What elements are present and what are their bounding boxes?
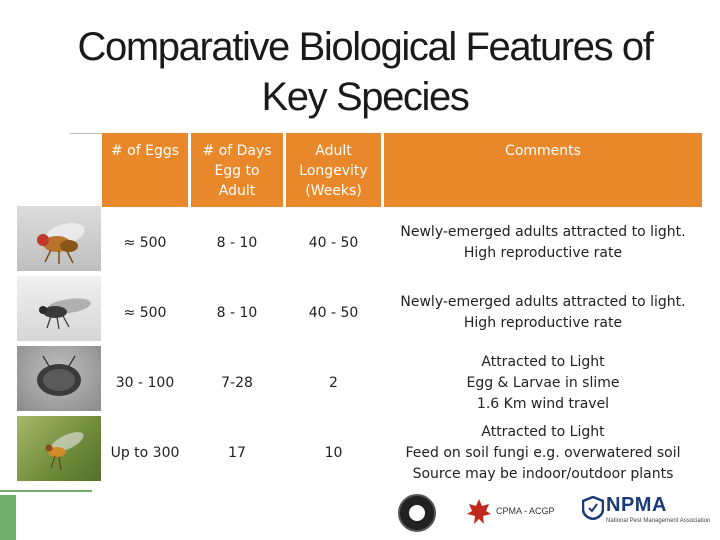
page-title: Comparative Biological Features of Key S… <box>20 22 710 122</box>
accent-line <box>0 490 92 492</box>
table-row: 30 - 100 7-28 2 Attracted to Light Egg &… <box>102 348 702 418</box>
comments-cell: Newly-emerged adults attracted to light.… <box>400 294 686 331</box>
fungus-gnat-photo <box>17 416 101 481</box>
npma-logo-subtitle: National Pest Management Association <box>606 518 711 524</box>
comments-cell: Attracted to Light Egg & Larvae in slime… <box>466 353 620 412</box>
accent-bar <box>0 495 16 540</box>
header-comments: Comments <box>384 133 702 207</box>
header-days: # of Days Egg to Adult <box>191 133 283 207</box>
table-row: Up to 300 17 10 Attracted to Light Feed … <box>102 418 702 488</box>
comments-cell: Newly-emerged adults attracted to light.… <box>400 224 686 261</box>
days-cell: 17 <box>228 444 246 461</box>
cpma-logo-text: CPMA - ACGP <box>496 506 555 516</box>
days-cell: 8 - 10 <box>216 304 258 321</box>
header-longevity: Adult Longevity (Weeks) <box>286 133 381 207</box>
header-eggs: # of Eggs <box>102 133 188 207</box>
moth-fly-photo <box>17 346 101 411</box>
title-line-1: Comparative Biological Features of <box>77 25 654 69</box>
fruit-fly-photo <box>17 206 101 271</box>
table-row: ≈ 500 8 - 10 40 - 50 Newly-emerged adult… <box>102 278 702 348</box>
days-cell: 7-28 <box>221 374 253 391</box>
days-cell: 8 - 10 <box>216 234 258 251</box>
longevity-cell: 40 - 50 <box>308 234 359 251</box>
seal-logo <box>398 494 436 532</box>
cpma-leaf-logo <box>466 498 492 526</box>
longevity-cell: 10 <box>324 444 343 461</box>
longevity-cell: 2 <box>329 374 338 391</box>
npma-logo-text: NPMA <box>606 494 667 516</box>
comments-cell: Attracted to Light Feed on soil fungi e.… <box>405 423 681 482</box>
npma-logo <box>581 495 605 521</box>
title-line-2: Key Species <box>261 75 470 119</box>
table-row: ≈ 500 8 - 10 40 - 50 Newly-emerged adult… <box>102 208 702 278</box>
eggs-cell: 30 - 100 <box>115 374 175 391</box>
divider <box>70 133 102 134</box>
eggs-cell: ≈ 500 <box>123 234 167 251</box>
eggs-cell: Up to 300 <box>110 444 180 461</box>
eggs-cell: ≈ 500 <box>123 304 167 321</box>
longevity-cell: 40 - 50 <box>308 304 359 321</box>
dark-fly-photo <box>17 276 101 341</box>
